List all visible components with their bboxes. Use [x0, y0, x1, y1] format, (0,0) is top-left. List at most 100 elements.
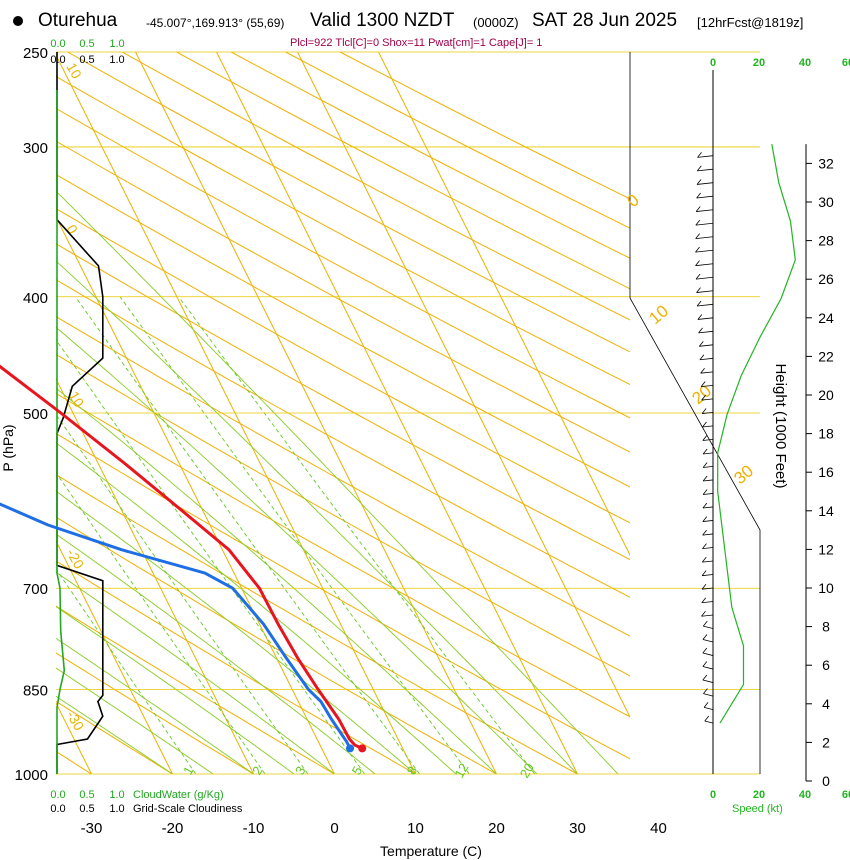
wind-barb [697, 168, 714, 172]
wind-barb [702, 666, 714, 670]
height-tick-label: 6 [822, 657, 830, 673]
height-tick-label: 22 [818, 348, 834, 364]
wind-speed-label: Speed (kt) [732, 803, 783, 815]
wind-barb-flag [698, 341, 704, 347]
cloud-water-tick-label-top: 0.5 [79, 38, 94, 50]
wind-barb-flag [702, 502, 708, 509]
wind-barb-flag [703, 702, 709, 708]
mixing-ratio-label: 3 [292, 764, 309, 778]
diagram-border [629, 52, 761, 774]
wind-speed-tick-label-top: 60 [842, 57, 850, 69]
wind-barb-flag [702, 620, 708, 627]
dry-adiabat [56, 208, 630, 524]
wind-barb [702, 574, 714, 577]
valid-time: Valid 1300 NZDT [310, 10, 455, 31]
dry-adiabat [176, 52, 630, 290]
height-tick-label: 16 [818, 464, 834, 480]
wind-barb-flag [696, 192, 701, 199]
wind-speed-tick-label-bottom: 0 [710, 789, 716, 801]
wind-speed-tick-label-bottom: 60 [842, 789, 850, 801]
wind-barb-flag [702, 674, 708, 681]
pressure-tick-label: 500 [23, 406, 48, 423]
dry-adiabat [56, 243, 630, 561]
dewpoint-profile [0, 502, 352, 750]
temperature-tick-label: 30 [569, 820, 586, 837]
wind-barb-flag [695, 206, 701, 212]
stability-params: Plcl=922 Tlcl[C]=0 Shox=11 Pwat[cm]=1 Ca… [290, 37, 543, 49]
wind-barb [702, 679, 714, 683]
valid-date: SAT 28 Jun 2025 [532, 10, 678, 31]
moist-adiabat [56, 260, 578, 774]
wind-barb-flag [701, 583, 707, 590]
dry-adiabat [121, 52, 630, 321]
wind-barb-flag [701, 408, 707, 414]
cloudiness-tick-label-top: 0.0 [50, 54, 65, 66]
cloudiness-tick-label-bottom: 0.0 [50, 803, 65, 815]
cloudiness-tick-label-bottom: 0.5 [79, 803, 94, 815]
wind-barb-flag [702, 475, 708, 482]
moist-adiabat [56, 571, 335, 774]
mixing-ratio-label: 2 [249, 764, 266, 778]
dry-adiabat [56, 516, 497, 774]
wind-barb-flag [703, 688, 708, 694]
forecast-info: [12hrFcst@1819z] [697, 15, 804, 30]
dry-adiabat [56, 560, 416, 774]
dry-adiabat [67, 52, 630, 353]
moist-adiabat [56, 190, 619, 774]
wind-barb [697, 317, 714, 320]
wind-speed-tick-label-top: 40 [799, 57, 811, 69]
wind-barb [703, 452, 714, 455]
dry-adiabat [56, 353, 630, 677]
wind-barb-flag [701, 556, 707, 563]
height-tick-label: 12 [818, 541, 834, 557]
cloud-water-label: CloudWater (g/Kg) [133, 789, 224, 801]
wind-barb [699, 357, 714, 361]
station-marker [13, 16, 23, 26]
x-axis-label: Temperature (C) [380, 843, 482, 859]
wind-barb [704, 720, 714, 724]
cloudiness-tick-label-top: 0.5 [79, 54, 94, 66]
height-tick-label: 0 [822, 773, 830, 789]
dry-adiabat [56, 173, 630, 488]
dry-adiabat [56, 316, 630, 637]
isotherm-label: -30 [63, 708, 87, 734]
mixing-ratio-label: 1 [180, 764, 197, 778]
moist-adiabat [56, 442, 457, 774]
wind-barb [703, 479, 714, 482]
pressure-tick-label: 850 [23, 682, 48, 699]
wind-speed-line [717, 143, 796, 724]
wind-speed-tick-label-bottom: 40 [799, 789, 811, 801]
wind-barb-flag [695, 273, 701, 280]
wind-barb [695, 263, 714, 267]
temperature-tick-label: 40 [650, 820, 667, 837]
wind-speed-tick-label-top: 20 [753, 57, 765, 69]
wind-barb-flag [696, 165, 702, 172]
mixing-ratio-line [119, 296, 470, 774]
wind-barb-flag [702, 661, 708, 667]
wind-barb-flag [700, 381, 706, 387]
cloudiness-tick-label-bottom: 1.0 [109, 803, 124, 815]
cloudiness-label: Grid-Scale Cloudiness [133, 803, 243, 815]
temperature-tick-label: 20 [488, 820, 505, 837]
wind-barb-flag [702, 516, 708, 522]
wind-barb [700, 371, 714, 374]
height-axis-label: Height (1000 Feet) [772, 363, 789, 488]
dry-adiabat [56, 75, 630, 386]
wind-barb [697, 303, 714, 307]
wind-barb [702, 411, 714, 414]
wind-barb [695, 276, 714, 280]
pressure-tick-label: 1000 [15, 767, 48, 784]
station-coords: -45.007°,169.913° (55,69) [146, 16, 285, 30]
cloud-water-tick-label-bottom: 0.0 [50, 789, 65, 801]
wind-barb [699, 344, 714, 347]
wind-barb-flag [701, 570, 707, 576]
wind-barb [696, 209, 714, 212]
pressure-tick-label: 700 [23, 581, 48, 598]
y-axis-label: P (hPa) [0, 424, 16, 471]
wind-barb-flag [701, 611, 706, 617]
sounding-profiles [0, 364, 367, 753]
mixing-ratio-line [56, 413, 309, 774]
surface-temperature-dot [358, 744, 367, 753]
station-name: Oturehua [38, 10, 118, 31]
wind-barb [698, 330, 714, 334]
